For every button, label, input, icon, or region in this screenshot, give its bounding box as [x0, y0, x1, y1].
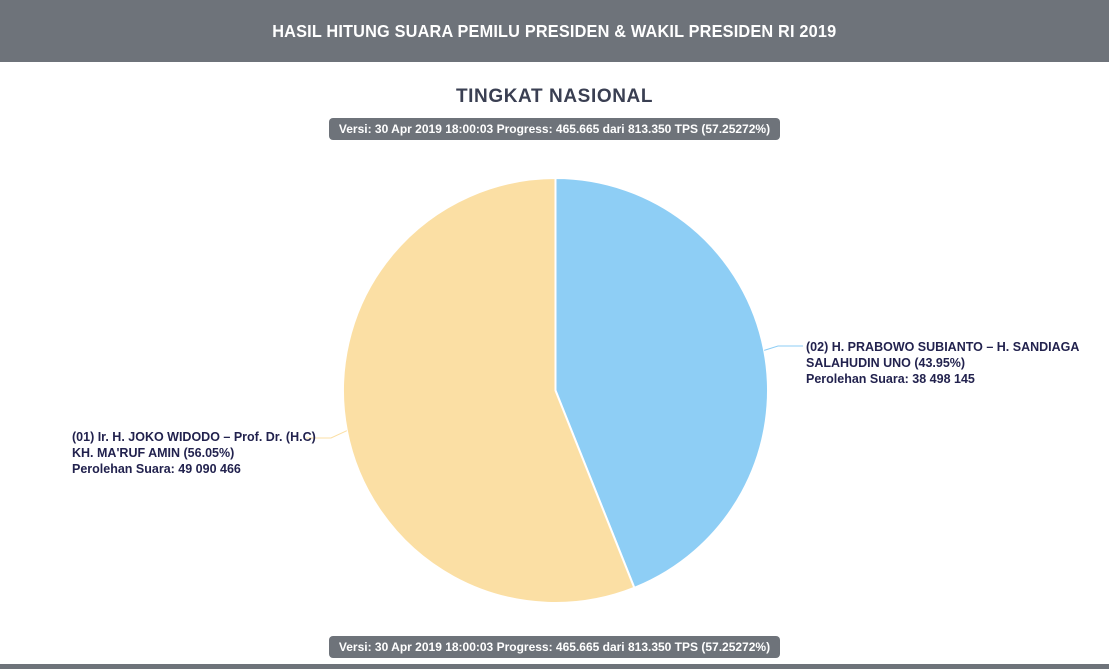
header-title: HASIL HITUNG SUARA PEMILU PRESIDEN & WAK… [272, 20, 837, 41]
pie-label-01-line1: (01) Ir. H. JOKO WIDODO – Prof. Dr. (H.C… [72, 430, 316, 444]
pie-label-candidate-01: (01) Ir. H. JOKO WIDODO – Prof. Dr. (H.C… [72, 429, 316, 477]
header-bar: HASIL HITUNG SUARA PEMILU PRESIDEN & WAK… [0, 0, 1109, 62]
version-progress-badge-top: Versi: 30 Apr 2019 18:00:03 Progress: 46… [328, 118, 781, 140]
pie-label-02-line1: (02) H. PRABOWO SUBIANTO – H. SANDIAGA [806, 340, 1080, 354]
version-progress-badge-bottom: Versi: 30 Apr 2019 18:00:03 Progress: 46… [328, 636, 781, 658]
pie-label-02-line3: Perolehan Suara: 38 498 145 [806, 372, 975, 386]
pie-label-candidate-02: (02) H. PRABOWO SUBIANTO – H. SANDIAGA S… [806, 339, 1079, 387]
pie-slice-02[interactable] [554, 177, 769, 589]
pie-label-01-line3: Perolehan Suara: 49 090 466 [72, 462, 241, 476]
page-title: TINGKAT NASIONAL [455, 86, 654, 107]
pie-label-connector-01 [306, 430, 348, 439]
footer-strip [0, 664, 1109, 669]
pie-label-02-line2: SALAHUDIN UNO (43.95%) [806, 356, 966, 370]
pie-label-connector-02 [764, 345, 803, 351]
pie-label-01-line2: KH. MA'RUF AMIN (56.05%) [72, 446, 235, 460]
